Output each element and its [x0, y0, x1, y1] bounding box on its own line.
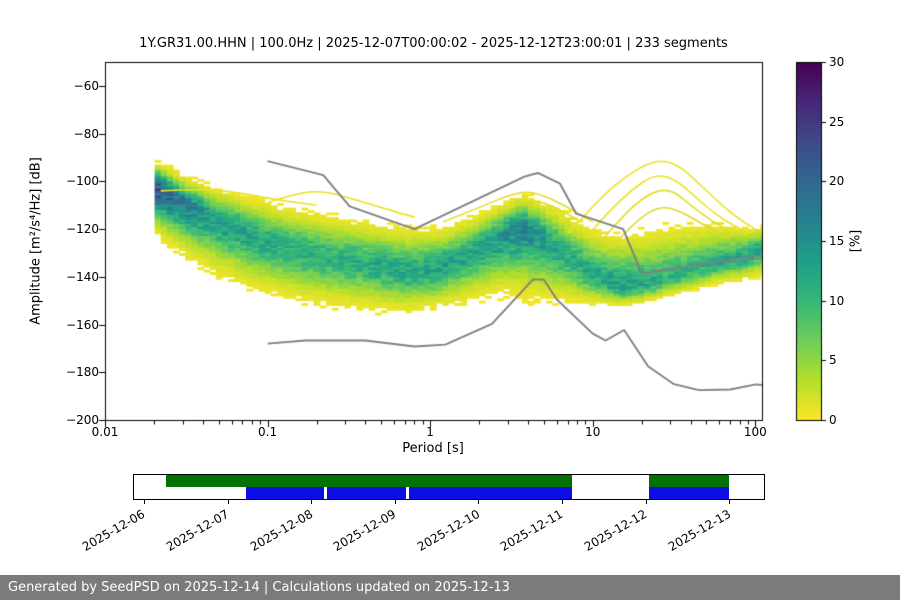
timeline-tick: [227, 500, 229, 504]
timeline-tick: [144, 500, 146, 504]
y-tick-label: −160: [66, 317, 99, 332]
footer-bar: Generated by SeedPSD on 2025-12-14 | Cal…: [0, 575, 900, 600]
x-tick-label: 100: [743, 425, 767, 439]
timeline-green-segment: [649, 475, 730, 487]
colorbar-tick-label: 5: [829, 353, 837, 368]
timeline-tick: [562, 500, 564, 504]
chart-title: 1Y.GR31.00.HHN | 100.0Hz | 2025-12-07T00…: [139, 36, 728, 51]
timeline-blue-segment: [649, 487, 730, 499]
timeline-blue-segment: [409, 487, 573, 499]
x-tick-label: 0.01: [91, 425, 119, 439]
colorbar-tick-label: 0: [829, 413, 837, 427]
timeline-date-label: 2025-12-08: [247, 506, 315, 554]
y-tick-label: −200: [66, 413, 99, 427]
x-tick-label: 1: [426, 425, 434, 439]
timeline-date-label: 2025-12-13: [665, 506, 733, 554]
timeline-tick: [729, 500, 731, 504]
colorbar-label: [%]: [848, 229, 864, 253]
coverage-timeline: 2025-12-06 2025-12-07 2025-12-08 2025-12-09…: [80, 474, 773, 574]
timeline-date-label: 2025-12-07: [163, 506, 232, 554]
x-tick-label: 10: [585, 425, 601, 439]
y-tick-label: −140: [66, 269, 99, 284]
timeline-date-label: 2025-12-10: [414, 506, 482, 554]
timeline-tick: [394, 500, 396, 504]
timeline-blue-segment: [245, 487, 325, 499]
footer-text: Generated by SeedPSD on 2025-12-14 | Cal…: [8, 580, 510, 595]
y-tick-label: −80: [73, 126, 99, 141]
colorbar-tick-label: 25: [829, 114, 845, 129]
y-axis-label: Amplitude [m²/s⁴/Hz] [dB]: [28, 157, 44, 325]
colorbar-tick-label: 30: [829, 55, 845, 69]
x-tick-label: 0.1: [258, 425, 278, 439]
timeline-blue-segment: [327, 487, 407, 499]
timeline-date-label: 2025-12-09: [330, 506, 399, 554]
colorbar-tick-label: 10: [829, 293, 845, 308]
timeline-date-label: 2025-12-12: [581, 506, 650, 554]
y-tick-label: −100: [66, 174, 99, 189]
y-tick-label: −120: [66, 222, 99, 237]
y-tick-label: −60: [73, 78, 99, 93]
coverage-bar: [133, 474, 765, 500]
timeline-green-segment: [166, 475, 573, 487]
y-tick-label: −180: [66, 365, 99, 380]
timeline-date-label: 2025-12-11: [498, 506, 566, 554]
timeline-tick: [311, 500, 313, 504]
timeline-tick: [645, 500, 647, 504]
timeline-tick: [478, 500, 480, 504]
colorbar-tick-label: 20: [829, 174, 845, 189]
colorbar-tick-label: 15: [829, 234, 845, 248]
x-axis-label: Period [s]: [402, 441, 464, 456]
